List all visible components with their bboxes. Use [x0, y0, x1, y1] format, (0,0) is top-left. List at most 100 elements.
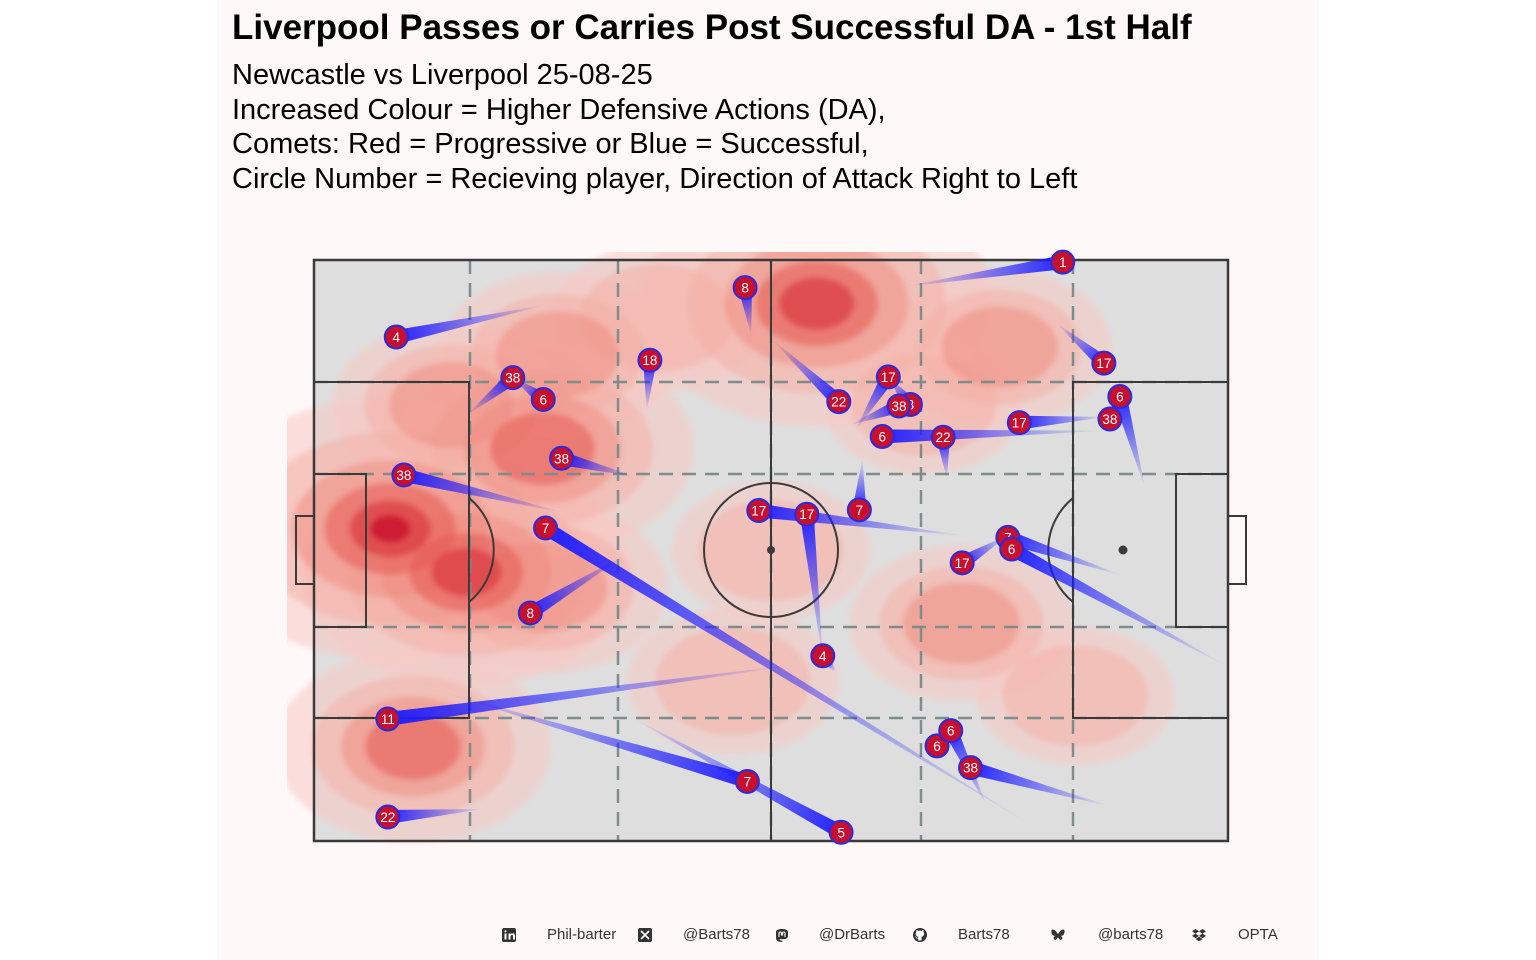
receiver-marker — [637, 347, 663, 373]
receiver-marker — [734, 768, 760, 794]
receiver-marker — [375, 804, 401, 830]
receiver-number-label: 8 — [527, 606, 535, 621]
receiver-number-label: 17 — [751, 504, 766, 519]
comet-trail — [526, 554, 626, 619]
footer-linkedin-handle: Phil-barter — [547, 926, 617, 943]
receiver-number-label: 22 — [380, 810, 395, 825]
receiver-marker — [732, 275, 758, 301]
receiver-marker — [869, 423, 895, 449]
github-icon — [913, 928, 927, 942]
receiver-marker — [1091, 350, 1117, 376]
pitch-boundary — [312, 258, 1230, 843]
comet-trail — [386, 664, 798, 726]
receiver-number-label: 38 — [505, 371, 520, 386]
receiver-number-label: 18 — [642, 353, 657, 368]
receiver-number-label: 5 — [837, 825, 845, 840]
mastodon-icon — [776, 929, 788, 942]
receiver-number-label: 6 — [933, 739, 941, 754]
chart-subtitle: Newcastle vs Liverpool 25-08-25 Increase… — [232, 58, 1077, 196]
comet-trail — [799, 513, 823, 660]
bluesky-icon — [1051, 929, 1065, 940]
receiver-number-label: 38 — [1102, 412, 1117, 427]
penalty-arc-left — [468, 497, 495, 603]
heatmap-contour — [369, 514, 411, 543]
centre-spot — [767, 546, 775, 554]
receiver-marker — [1107, 384, 1133, 410]
comet-trail — [968, 760, 1110, 807]
comet-trail — [394, 305, 546, 344]
comet-trail — [559, 451, 634, 477]
receiver-number-label: 17 — [955, 556, 970, 571]
linkedin-icon — [502, 928, 516, 942]
receiver-number-label: 22 — [831, 395, 846, 410]
pitch-markings — [295, 258, 1247, 843]
receiver-number-label: 6 — [878, 429, 886, 444]
chart-title: Liverpool Passes or Carries Post Success… — [232, 8, 1192, 47]
receiver-number-label: 38 — [554, 451, 569, 466]
subtitle-line-comet-legend: Comets: Red = Progressive or Blue = Succ… — [232, 128, 869, 160]
pitch-plot: 4811761838822381738176722638381717768111… — [287, 249, 1247, 845]
comet-trail — [402, 468, 564, 513]
receiver-number-label: 17 — [1012, 416, 1027, 431]
receiver-marker — [530, 386, 556, 412]
comet-trail — [442, 692, 750, 789]
footer-data-source: OPTA — [1238, 926, 1278, 943]
receiver-number-label: 4 — [393, 330, 401, 345]
receiver-marker — [1050, 249, 1076, 275]
x-icon — [638, 928, 652, 942]
receiver-number-label: 6 — [540, 392, 548, 407]
receiver-marker — [958, 755, 984, 781]
receiver-marker — [846, 497, 872, 523]
receiver-number-label: 22 — [936, 430, 951, 445]
footer-github-handle: Barts78 — [958, 926, 1010, 943]
receiver-number-label: 17 — [799, 507, 814, 522]
receiver-marker — [533, 515, 559, 541]
receiver-number-label: 38 — [963, 761, 978, 776]
receiver-number-label: 17 — [1096, 356, 1111, 371]
heatmap-contour — [903, 582, 1020, 664]
footer-bluesky-handle: @barts78 — [1098, 926, 1164, 943]
receiver-marker — [886, 393, 912, 419]
receiver-marker — [794, 501, 820, 527]
heatmap-contour — [1002, 645, 1149, 747]
receiver-number-label: 38 — [396, 468, 411, 483]
centre-circle — [703, 482, 839, 618]
comet-trail — [541, 522, 1039, 830]
receiver-number-label: 8 — [741, 281, 749, 296]
footer-credits: Phil-barter @Barts78 @DrBarts Barts78 @b… — [217, 924, 1319, 948]
receiver-marker — [500, 365, 526, 391]
chart-canvas: Liverpool Passes or Carries Post Success… — [217, 0, 1319, 960]
receiver-marker — [810, 643, 836, 669]
receiver-marker — [875, 364, 901, 390]
heatmap-contour — [496, 311, 620, 398]
comet-trail — [387, 809, 483, 825]
receiver-marker — [746, 498, 772, 524]
comet-trail — [1008, 542, 1228, 667]
receiver-number-label: 6 — [1116, 390, 1124, 405]
receiver-marker — [938, 718, 964, 744]
heatmap-contour — [778, 277, 855, 330]
footer-x-handle: @Barts78 — [683, 926, 750, 943]
receiver-marker — [375, 706, 401, 732]
subtitle-line-match: Newcastle vs Liverpool 25-08-25 — [232, 59, 653, 91]
receiver-number-label: 6 — [1008, 542, 1016, 557]
goal-right — [1227, 515, 1247, 585]
comet-trail — [903, 255, 1064, 287]
dropbox-icon — [1192, 929, 1206, 942]
subtitle-line-circle-legend: Circle Number = Recieving player, Direct… — [232, 162, 1078, 195]
comet-trail — [852, 458, 867, 511]
comet-trail — [642, 359, 657, 411]
receiver-number-label: 7 — [542, 521, 550, 536]
receiver-marker — [949, 550, 975, 576]
subtitle-line-colour-legend: Increased Colour = Higher Defensive Acti… — [232, 93, 886, 126]
receiver-marker — [999, 536, 1025, 562]
footer-mastodon-handle: @DrBarts — [819, 926, 886, 943]
receiver-number-label: 1 — [1059, 255, 1067, 270]
receiver-number-label: 7 — [744, 774, 752, 789]
receiver-number-label: 17 — [881, 370, 896, 385]
marker-layer: 4811761838822381738176722638381717768111… — [375, 249, 1133, 845]
receiver-marker — [391, 462, 417, 488]
receiver-marker — [383, 324, 409, 350]
penalty-spot-right — [1118, 545, 1128, 555]
receiver-marker — [930, 424, 956, 450]
